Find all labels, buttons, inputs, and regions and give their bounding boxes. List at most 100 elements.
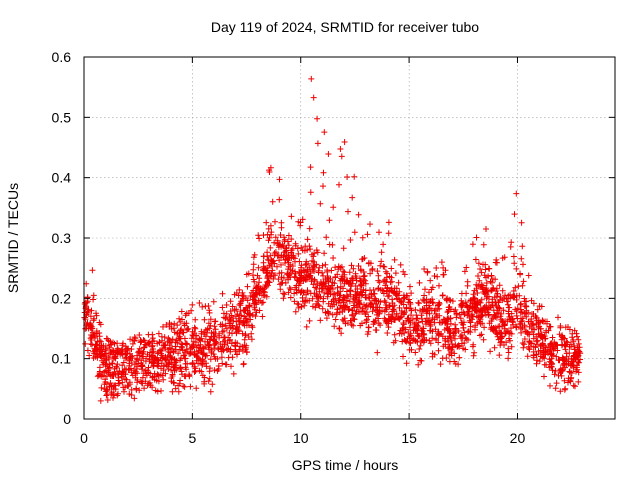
data-point <box>250 261 257 268</box>
data-point <box>572 353 578 360</box>
data-point <box>91 332 98 338</box>
data-point <box>452 306 459 313</box>
data-point <box>343 288 350 295</box>
data-point <box>319 269 326 276</box>
data-point <box>505 304 512 311</box>
data-point <box>445 338 452 345</box>
data-point <box>391 308 398 314</box>
data-point <box>340 299 347 305</box>
data-point <box>274 263 280 270</box>
data-point <box>433 265 440 271</box>
data-point <box>145 369 152 376</box>
data-point <box>365 313 372 320</box>
data-point <box>96 364 103 371</box>
data-point <box>422 318 429 325</box>
data-point <box>408 346 415 353</box>
data-point <box>221 341 228 348</box>
data-point <box>392 337 399 344</box>
data-point <box>518 325 525 332</box>
data-point <box>482 311 489 318</box>
data-point <box>239 289 246 296</box>
data-point <box>221 314 227 321</box>
data-point <box>94 338 101 345</box>
data-point <box>559 368 566 374</box>
data-point <box>349 194 356 201</box>
data-point <box>400 353 406 360</box>
data-point <box>207 365 213 372</box>
data-point <box>155 349 162 356</box>
data-point <box>168 361 175 368</box>
data-point <box>546 348 553 355</box>
data-point <box>176 380 183 387</box>
data-point <box>535 320 542 326</box>
data-point <box>403 360 410 367</box>
data-point <box>412 349 419 356</box>
data-point <box>160 363 167 370</box>
data-point <box>171 356 178 363</box>
data-point <box>570 356 577 363</box>
data-point <box>462 334 469 341</box>
data-point <box>294 245 301 252</box>
data-point <box>338 153 345 160</box>
data-point <box>555 357 562 364</box>
data-point <box>566 326 573 333</box>
data-point <box>355 263 362 269</box>
data-point <box>274 252 281 259</box>
data-point <box>320 169 327 176</box>
data-point <box>206 307 213 314</box>
data-point <box>409 337 416 344</box>
data-point <box>264 231 271 238</box>
data-point <box>158 387 164 394</box>
data-point <box>111 368 118 375</box>
data-point <box>541 361 548 368</box>
data-point <box>288 236 295 243</box>
data-point <box>518 219 525 226</box>
data-point <box>467 298 474 304</box>
data-point <box>314 115 321 122</box>
data-point <box>372 327 379 333</box>
data-point <box>120 340 126 347</box>
data-point <box>309 257 316 264</box>
data-point <box>347 237 354 243</box>
data-point <box>107 380 114 386</box>
data-point <box>166 352 173 359</box>
data-point <box>472 324 478 331</box>
data-point <box>405 299 412 306</box>
data-point <box>191 369 198 375</box>
data-point <box>102 361 109 368</box>
data-point <box>561 377 568 384</box>
data-point <box>555 372 562 379</box>
data-point <box>88 307 95 314</box>
data-point <box>137 339 144 346</box>
data-point <box>307 164 314 171</box>
data-point <box>497 339 504 346</box>
data-point <box>566 368 573 375</box>
data-point <box>534 337 541 344</box>
data-point <box>141 344 148 351</box>
data-point <box>432 326 439 333</box>
data-point <box>168 356 175 363</box>
data-point <box>572 383 578 390</box>
data-point <box>445 325 452 332</box>
data-point <box>282 260 288 266</box>
data-point <box>222 361 229 368</box>
data-point <box>367 303 374 310</box>
data-point <box>119 379 126 386</box>
data-point <box>469 241 476 248</box>
data-point <box>376 310 383 317</box>
data-point <box>415 319 422 326</box>
data-point <box>447 306 454 313</box>
data-point <box>429 296 436 303</box>
data-point <box>187 349 194 356</box>
data-point <box>260 253 267 260</box>
data-point <box>108 383 115 390</box>
x-tick-label: 20 <box>510 430 526 446</box>
data-point <box>179 371 185 378</box>
data-point <box>269 198 276 205</box>
data-point <box>313 247 320 254</box>
data-point <box>216 332 223 339</box>
data-point <box>82 340 89 347</box>
data-point <box>435 339 442 346</box>
data-point <box>286 285 293 291</box>
data-point <box>138 378 144 385</box>
